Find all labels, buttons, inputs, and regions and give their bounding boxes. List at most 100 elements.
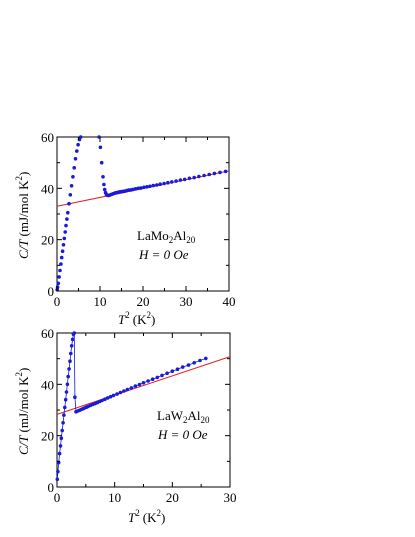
data-point	[170, 180, 174, 184]
data-point	[61, 421, 65, 425]
data-point	[66, 210, 70, 215]
data-point	[204, 356, 208, 361]
data-point	[197, 174, 201, 179]
data-point	[170, 369, 175, 374]
y-axis-label-bottom: C/T (mJ/mol K2)	[14, 368, 31, 455]
data-point	[62, 236, 67, 241]
formula-subscript: 20	[186, 235, 196, 245]
annotation-formula-top: LaMo2Al20	[137, 228, 196, 245]
formula-subscript: 2	[169, 235, 174, 245]
data-point	[202, 173, 206, 178]
annotation-condition-bottom: H = 0 Oe	[157, 427, 208, 442]
data-point	[105, 396, 110, 400]
data-point	[133, 384, 138, 388]
data-point	[58, 444, 63, 448]
formula-subscript: 2	[183, 415, 188, 425]
data-point	[76, 142, 80, 147]
data-point	[67, 367, 71, 371]
x-axis-label-top: T2 (K2)	[118, 310, 155, 327]
data-point	[139, 186, 143, 190]
x-tick-label: 20	[166, 490, 179, 505]
data-point	[178, 178, 183, 182]
formula-subscript: 20	[200, 415, 210, 425]
xlabel-unit: (K	[143, 510, 157, 525]
data-point	[115, 392, 119, 396]
data-point	[75, 149, 79, 153]
data-point	[61, 243, 66, 247]
x-tick-label: 10	[108, 490, 121, 505]
xlabel-unit: (K	[133, 312, 147, 327]
data-point	[72, 166, 76, 170]
data-point	[141, 381, 146, 385]
data-point	[62, 413, 66, 417]
y-tick-label: 40	[41, 181, 54, 196]
formula-part: Al	[187, 408, 200, 423]
xlabel-close: )	[151, 312, 155, 327]
data-point	[102, 182, 106, 187]
x-tick-label: 0	[54, 490, 61, 505]
x-tick-label: 20	[137, 294, 150, 309]
data-point	[73, 157, 78, 161]
ylabel-unit-sup: 2	[14, 372, 24, 377]
data-point	[72, 331, 77, 335]
data-point	[56, 469, 60, 474]
data-point	[55, 477, 60, 482]
x-axis-label-bottom: T2 (K2)	[128, 508, 165, 525]
y-axis-label-top: C/T (mJ/mol K2)	[14, 172, 31, 259]
data-point	[100, 398, 104, 403]
data-point	[166, 180, 170, 185]
data-point	[69, 351, 73, 356]
data-point	[59, 436, 64, 441]
data-point	[64, 390, 69, 394]
data-point	[146, 379, 150, 383]
ticks-group-top: 0 10 20 30 40 0 20 40 60	[41, 130, 236, 309]
xlabel-unit-sup: 2	[156, 508, 161, 518]
data-point	[63, 230, 67, 234]
data-point	[158, 182, 162, 186]
data-point	[207, 172, 211, 177]
data-points-group-bottom	[55, 331, 208, 482]
data-point	[64, 223, 68, 228]
xlabel-base: T	[118, 312, 126, 327]
ylabel-unit: (mJ/mol K	[16, 376, 31, 433]
data-point	[63, 405, 67, 410]
xlabel-unit-sup: 2	[146, 310, 151, 320]
data-point	[60, 249, 65, 253]
data-point	[198, 358, 202, 363]
fit-line	[56, 356, 231, 415]
data-point	[175, 367, 180, 372]
data-point	[59, 255, 64, 260]
data-point	[187, 176, 192, 181]
y-tick-label: 0	[48, 480, 55, 495]
data-point	[108, 394, 113, 399]
data-point	[137, 382, 142, 387]
data-point	[142, 185, 146, 190]
data-point	[55, 285, 60, 289]
data-point	[78, 135, 83, 139]
data-points-group-top	[55, 135, 228, 292]
data-point	[68, 359, 72, 364]
plot-frame-top	[56, 136, 230, 292]
data-point	[150, 377, 155, 382]
data-point	[174, 179, 178, 183]
data-point	[66, 374, 70, 379]
data-point	[57, 275, 61, 279]
data-point	[103, 397, 107, 402]
ylabel-unit-sup: 2	[14, 176, 24, 181]
y-tick-label: 40	[41, 377, 54, 392]
data-point	[148, 184, 152, 189]
data-point	[192, 361, 196, 365]
y-tick-label: 20	[41, 233, 54, 248]
ylabel-main: C/T	[16, 239, 31, 259]
data-point	[99, 160, 104, 165]
data-point	[101, 175, 105, 179]
data-point	[118, 390, 123, 395]
data-point	[218, 170, 222, 175]
data-point	[63, 397, 68, 402]
data-point	[65, 382, 70, 387]
data-point	[186, 363, 191, 367]
y-tick-label: 60	[41, 326, 54, 341]
data-point	[69, 344, 74, 348]
